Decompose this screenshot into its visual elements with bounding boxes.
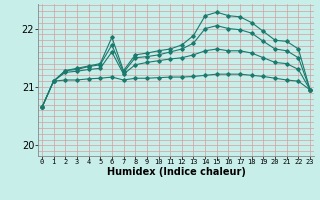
X-axis label: Humidex (Indice chaleur): Humidex (Indice chaleur) bbox=[107, 167, 245, 177]
